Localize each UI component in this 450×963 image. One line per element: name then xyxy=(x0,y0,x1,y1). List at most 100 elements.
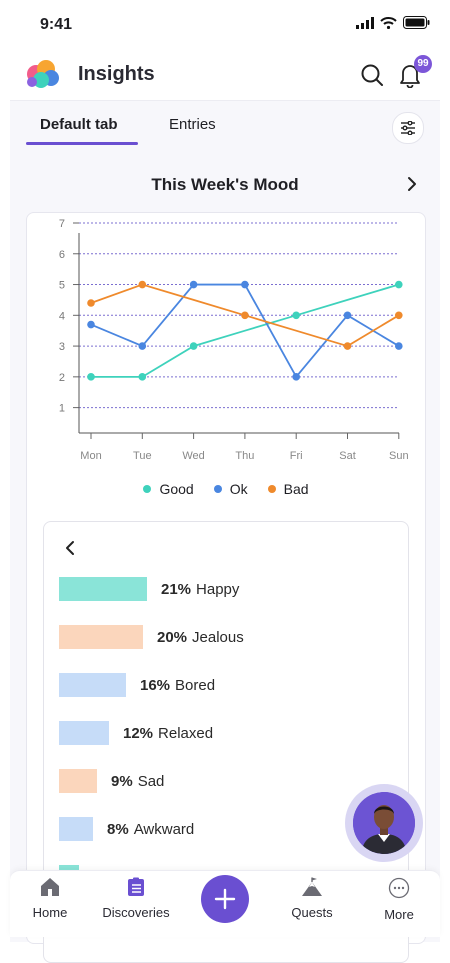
emotion-bar xyxy=(59,769,97,793)
search-icon[interactable] xyxy=(360,63,384,87)
status-time: 9:41 xyxy=(40,16,73,33)
legend-dot-bad xyxy=(267,485,276,493)
emotion-percent: 8% xyxy=(107,820,129,838)
legend-item-good: Good xyxy=(143,481,194,497)
legend-dot-good xyxy=(143,485,152,493)
mountain-flag-icon xyxy=(302,877,322,896)
emotion-row[interactable]: 16% Bored xyxy=(59,673,215,697)
emotion-row[interactable]: 9% Sad xyxy=(59,769,164,793)
y-tick-label: 4 xyxy=(59,310,65,322)
nav-home[interactable]: Home xyxy=(10,877,90,920)
emotion-label: 8% Awkward xyxy=(107,821,194,838)
nav-quests-label: Quests xyxy=(291,905,333,920)
emotion-row[interactable]: 12% Relaxed xyxy=(59,721,213,745)
wifi-icon xyxy=(380,16,397,29)
home-icon xyxy=(41,878,59,896)
x-tick-label: Sun xyxy=(389,450,409,462)
app-header: Insights 99 xyxy=(10,48,440,101)
app-frame: Insights 99 Default tab Entries This Wee… xyxy=(10,48,440,963)
nav-more[interactable]: More xyxy=(359,877,439,922)
data-point-bad xyxy=(87,299,95,307)
emotion-label: 20% Jealous xyxy=(157,629,244,646)
avatar-button[interactable] xyxy=(345,784,423,862)
bell-icon[interactable] xyxy=(398,62,422,88)
emotion-percent: 21% xyxy=(161,580,192,598)
y-tick-label: 3 xyxy=(59,341,65,353)
legend-item-bad: Bad xyxy=(267,481,309,497)
legend-label-ok: Ok xyxy=(229,481,248,497)
data-point-bad xyxy=(241,311,249,320)
nav-quests[interactable]: Quests xyxy=(272,877,352,920)
data-point-bad xyxy=(395,311,403,320)
legend-label-good: Good xyxy=(159,481,194,497)
emotion-bar xyxy=(59,673,126,697)
nav-discoveries[interactable]: Discoveries xyxy=(96,877,176,920)
avatar-person-icon xyxy=(353,792,415,854)
emotion-name: Jealous xyxy=(192,628,244,646)
data-point-bad xyxy=(138,280,147,289)
emotion-label: 21% Happy xyxy=(161,581,239,598)
chevron-right-icon[interactable] xyxy=(406,176,418,192)
data-point-ok xyxy=(138,342,147,350)
emotion-percent: 16% xyxy=(140,676,171,694)
add-entry-button[interactable] xyxy=(201,875,249,923)
battery-icon xyxy=(403,16,430,29)
legend-label-bad: Bad xyxy=(283,481,309,497)
chevron-left-icon[interactable] xyxy=(64,540,76,556)
emotion-name: Bored xyxy=(175,676,216,694)
data-point-ok xyxy=(241,280,249,289)
tab-bar: Default tab Entries xyxy=(10,100,440,146)
data-point-ok xyxy=(395,342,403,350)
data-point-bad xyxy=(343,342,352,350)
chart-legend: Good Ok Bad xyxy=(27,481,425,497)
emotion-name: Relaxed xyxy=(158,724,214,742)
y-tick-label: 6 xyxy=(59,249,65,261)
clipboard-list-icon xyxy=(128,877,144,896)
tab-default[interactable]: Default tab xyxy=(40,116,118,133)
series-line-good xyxy=(91,283,400,378)
y-tick-label: 1 xyxy=(59,403,65,415)
emotion-percent: 9% xyxy=(111,772,133,790)
x-tick-label: Fri xyxy=(290,450,303,462)
data-point-good xyxy=(395,280,403,289)
emotion-label: 12% Relaxed xyxy=(123,725,213,742)
data-point-ok xyxy=(87,320,95,329)
data-point-good xyxy=(292,311,301,320)
x-tick-label: Sat xyxy=(339,450,356,462)
app-logo-icon xyxy=(27,60,59,88)
data-point-good xyxy=(138,373,147,381)
emotion-name: Awkward xyxy=(133,820,195,838)
emotion-bar xyxy=(59,625,143,649)
y-tick-label: 5 xyxy=(59,280,65,292)
x-tick-label: Mon xyxy=(80,450,101,462)
x-tick-label: Tue xyxy=(133,450,152,462)
nav-more-label: More xyxy=(384,907,414,922)
section-title: This Week's Mood xyxy=(151,175,299,194)
emotion-label: 9% Sad xyxy=(111,773,164,790)
tab-entries[interactable]: Entries xyxy=(169,116,216,133)
y-tick-label: 2 xyxy=(59,372,65,384)
status-icons xyxy=(356,16,430,29)
emotion-bar xyxy=(59,817,93,841)
bottom-nav: Home Discoveries xyxy=(10,870,440,937)
legend-dot-ok xyxy=(213,485,222,493)
x-tick-label: Wed xyxy=(182,450,204,462)
mood-line-chart: 1 2 3 4 5 6 7 Mon Tue Wed Thu Fri Sat Sun xyxy=(59,218,409,462)
emotion-row[interactable]: 21% Happy xyxy=(59,577,239,601)
data-point-ok xyxy=(292,373,301,381)
active-tab-indicator xyxy=(26,142,138,145)
page-title: Insights xyxy=(78,63,155,85)
emotion-row[interactable]: 8% Awkward xyxy=(59,817,194,841)
avatar xyxy=(353,792,415,854)
emotion-row[interactable]: 20% Jealous xyxy=(59,625,244,649)
emotion-name: Sad xyxy=(137,772,165,790)
filter-button[interactable] xyxy=(392,112,424,144)
emotion-bar xyxy=(59,721,109,745)
notification-badge: 99 xyxy=(414,55,432,73)
data-point-ok xyxy=(343,311,352,320)
emotion-label: 16% Bored xyxy=(140,677,215,694)
sliders-icon xyxy=(401,121,415,135)
data-point-good xyxy=(189,342,198,350)
data-point-ok xyxy=(189,280,198,289)
status-bar: 9:41 xyxy=(0,0,450,50)
